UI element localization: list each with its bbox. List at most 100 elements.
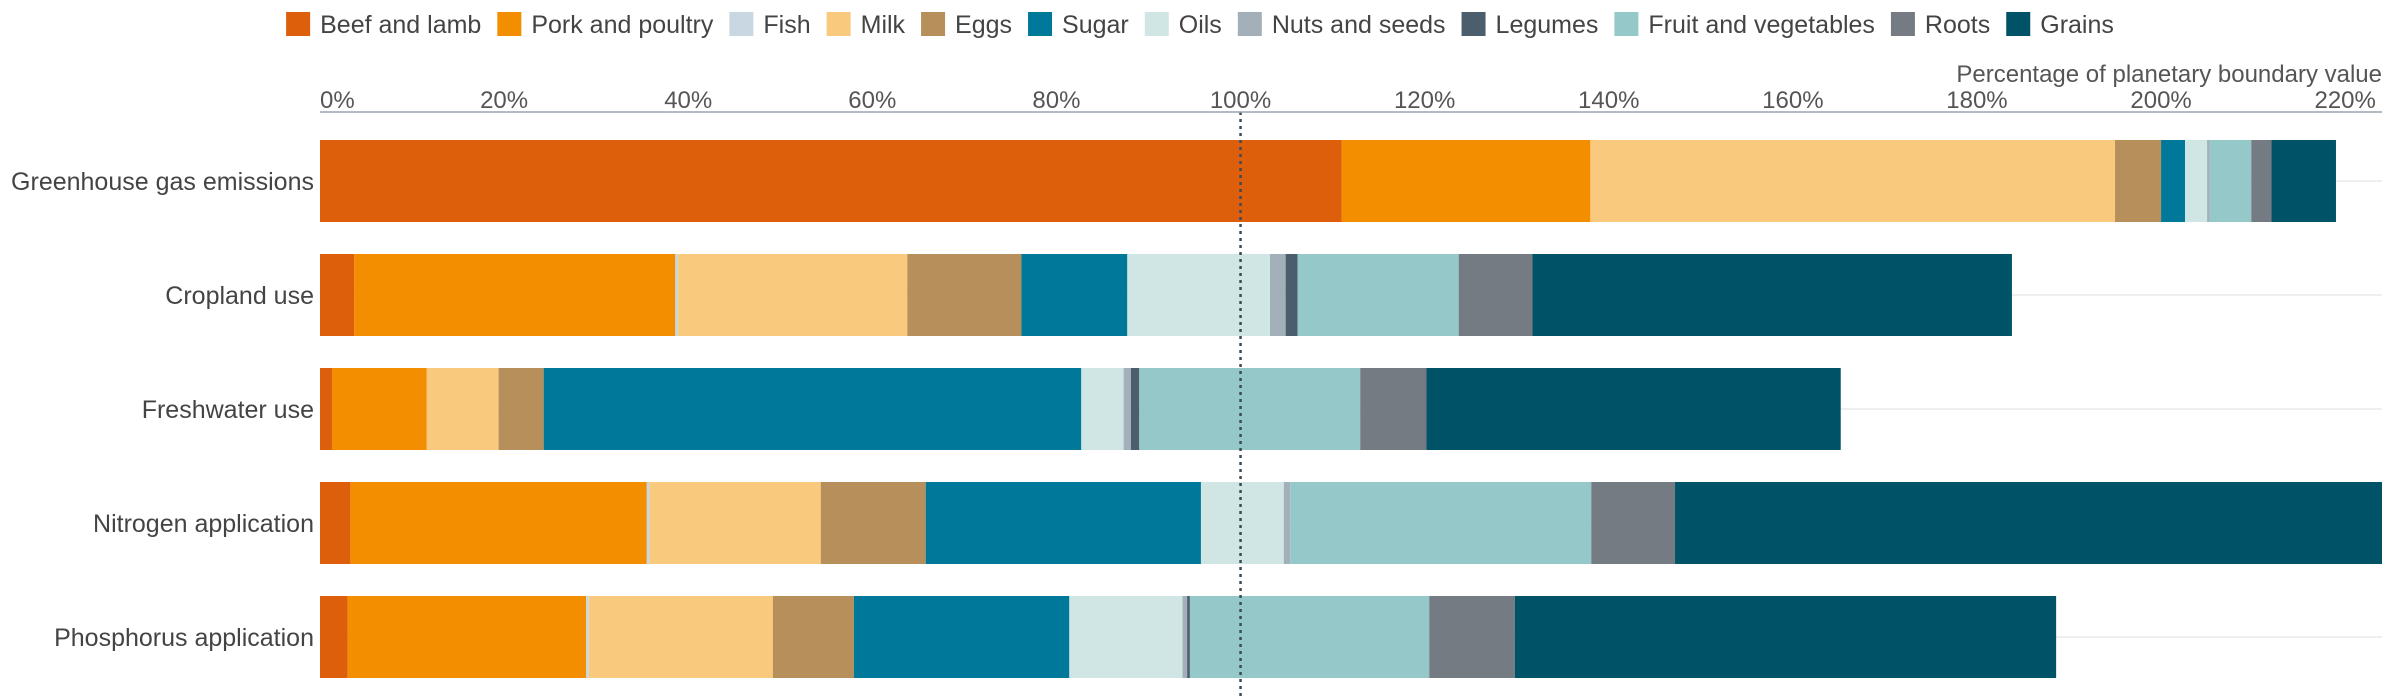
bar-segment-pork-and-poultry (331, 368, 427, 450)
bar-segment-nuts-and-seeds (1182, 596, 1188, 678)
bar-segment-pork-and-poultry (1341, 140, 1591, 222)
x-tick-label: 0% (320, 87, 355, 114)
legend-item-legumes[interactable]: Legumes (1461, 11, 1599, 39)
x-tick-label: 200% (2130, 87, 2191, 114)
bar-segment-nuts-and-seeds (1123, 368, 1131, 450)
legend-swatch (1237, 12, 1262, 36)
x-axis: 0% 20% 40% 60% 80% 100% 120% 140% 160% 180% 200% 22… (320, 87, 2382, 114)
legend-label: Oils (1179, 11, 1222, 39)
legend-label: Fruit and vegetables (1648, 11, 1875, 39)
legend-label: Legumes (1496, 11, 1599, 39)
x-tick-label: 100% (1210, 87, 1271, 114)
x-tick-label: 20% (480, 87, 528, 114)
bar-segment-milk (649, 482, 821, 564)
y-category-label: Cropland use (165, 282, 314, 310)
bar-segment-grains (2271, 140, 2336, 222)
legend-label: Fish (763, 11, 810, 39)
legend-label: Roots (1925, 11, 1990, 39)
bar-segment-grains (1514, 596, 2057, 678)
x-tick-label: 140% (1578, 87, 1639, 114)
y-category-label: Freshwater use (142, 396, 314, 424)
bar-segment-beef-and-lamb (320, 482, 351, 564)
x-tick-label: 220% (2314, 87, 2375, 114)
bar-segment-eggs (820, 482, 926, 564)
bar-segment-oils (1069, 596, 1183, 678)
bar-segment-beef-and-lamb (320, 140, 1342, 222)
legend-label: Milk (861, 11, 906, 39)
bar-segment-eggs (907, 254, 1022, 336)
bar-segment-legumes (1130, 368, 1140, 450)
legend-swatch (921, 12, 946, 36)
bar-segment-roots (2251, 140, 2272, 222)
legend-item-roots[interactable]: Roots (1890, 11, 1990, 39)
legend-item-sugar[interactable]: Sugar (1028, 11, 1129, 39)
legend-label: Nuts and seeds (1272, 11, 1446, 39)
x-axis-title: Percentage of planetary boundary value (1956, 61, 2382, 88)
legend-swatch (2006, 12, 2031, 36)
bar-segment-fruit-and-vegetables (1189, 596, 1430, 678)
bar-segment-eggs (772, 596, 854, 678)
bar-segment-nuts-and-seeds (1269, 254, 1286, 336)
bar-segment-beef-and-lamb (320, 368, 332, 450)
legend[interactable]: Beef and lamb Pork and poultry Fish Milk Egg… (286, 11, 2114, 39)
bar-segment-oils (1081, 368, 1124, 450)
x-tick-label: 160% (1762, 87, 1823, 114)
bar-segment-sugar (543, 368, 1082, 450)
bar-segment-pork-and-poultry (350, 482, 647, 564)
bar-segment-roots (1429, 596, 1515, 678)
bar-segment-beef-and-lamb (320, 254, 355, 336)
bar-segment-grains (1426, 368, 1841, 450)
bar-segment-oils (1200, 482, 1284, 564)
bar-segment-sugar (925, 482, 1201, 564)
legend-item-fish[interactable]: Fish (729, 11, 811, 39)
legend-label: Pork and poultry (531, 11, 714, 39)
legend-item-pork-and-poultry[interactable]: Pork and poultry (497, 11, 714, 39)
legend-label: Eggs (955, 11, 1012, 39)
bar-segment-grains (1675, 482, 2382, 564)
bar-segment-fruit-and-vegetables (1290, 482, 1592, 564)
legend-swatch (826, 12, 851, 36)
bar-segment-milk (1590, 140, 2116, 222)
legend-item-eggs[interactable]: Eggs (921, 11, 1012, 39)
bar-segment-milk (588, 596, 773, 678)
legend-item-nuts-and-seeds[interactable]: Nuts and seeds (1237, 11, 1446, 39)
bar-segment-legumes (1187, 596, 1190, 678)
x-tick-label: 180% (1946, 87, 2007, 114)
bar-segment-sugar (2161, 140, 2186, 222)
bar-segment-nuts-and-seeds (1283, 482, 1291, 564)
bar-segment-oils (1127, 254, 1270, 336)
legend-swatch (1028, 12, 1053, 36)
bar-segment-pork-and-poultry (347, 596, 587, 678)
legend-item-fruit-and-vegetables[interactable]: Fruit and vegetables (1614, 11, 1875, 39)
legend-label: Sugar (1062, 11, 1129, 39)
legend-item-grains[interactable]: Grains (2006, 11, 2114, 39)
legend-item-beef-and-lamb[interactable]: Beef and lamb (286, 11, 481, 39)
x-tick-label: 40% (664, 87, 712, 114)
bar-segment-sugar (853, 596, 1070, 678)
legend-swatch (1890, 12, 1915, 36)
y-category-label: Phosphorus application (54, 624, 314, 652)
legend-swatch (497, 12, 522, 36)
y-category-label: Greenhouse gas emissions (11, 168, 314, 196)
bar-segment-roots (1458, 254, 1533, 336)
x-tick-label: 120% (1394, 87, 1455, 114)
legend-swatch (729, 12, 754, 36)
x-tick-label: 60% (848, 87, 896, 114)
bars (320, 140, 2382, 678)
bar-segment-legumes (1285, 254, 1298, 336)
bar-segment-nuts-and-seeds (2207, 140, 2210, 222)
bar-segment-fruit-and-vegetables (2209, 140, 2252, 222)
legend-item-milk[interactable]: Milk (826, 11, 906, 39)
y-axis: Greenhouse gas emissions Cropland use Fres… (11, 168, 314, 652)
bar-segment-sugar (1021, 254, 1128, 336)
legend-item-oils[interactable]: Oils (1144, 11, 1222, 39)
bar-segment-pork-and-poultry (354, 254, 676, 336)
bar-segment-fish (586, 596, 589, 678)
legend-swatch (1144, 12, 1169, 36)
legend-swatch (1614, 12, 1639, 36)
bar-segment-eggs (498, 368, 544, 450)
bar-segment-fish (675, 254, 679, 336)
bar-segment-milk (678, 254, 908, 336)
bar-segment-fruit-and-vegetables (1297, 254, 1459, 336)
